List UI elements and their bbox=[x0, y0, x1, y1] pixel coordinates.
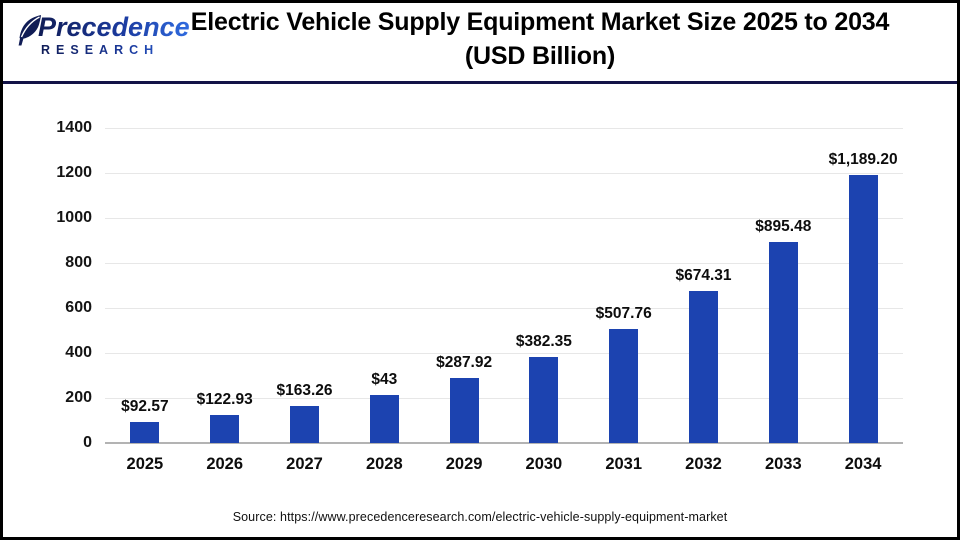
bar bbox=[369, 394, 399, 443]
chart-title: Electric Vehicle Supply Equipment Market… bbox=[130, 5, 950, 73]
bar bbox=[130, 422, 160, 443]
bar bbox=[529, 356, 559, 443]
gridline bbox=[105, 172, 903, 174]
x-tick-label: 2030 bbox=[525, 455, 563, 473]
y-tick-label: 1200 bbox=[56, 164, 92, 181]
gridline bbox=[105, 352, 903, 354]
bar-value-label: $507.76 bbox=[595, 304, 652, 322]
bar-value-label: $382.35 bbox=[515, 332, 572, 350]
gridline bbox=[105, 127, 903, 129]
x-tick-label: 2033 bbox=[764, 455, 802, 473]
y-tick-label: 0 bbox=[83, 434, 92, 451]
gridline bbox=[105, 307, 903, 309]
x-axis-line bbox=[105, 442, 903, 444]
x-tick-label: 2028 bbox=[365, 455, 403, 473]
x-tick-label: 2026 bbox=[206, 455, 244, 473]
bar bbox=[609, 328, 639, 443]
x-tick-label: 2027 bbox=[286, 455, 323, 473]
y-tick-label: 200 bbox=[65, 389, 92, 406]
bar bbox=[848, 175, 878, 443]
gridline bbox=[105, 217, 903, 219]
leaf-logo-icon bbox=[18, 15, 41, 46]
bar-value-label: $895.48 bbox=[755, 217, 812, 235]
source-text: Source: https://www.precedenceresearch.c… bbox=[232, 510, 728, 524]
chart-title-line1: Electric Vehicle Supply Equipment Market… bbox=[190, 8, 890, 36]
bar bbox=[449, 378, 479, 443]
header-divider bbox=[0, 81, 960, 84]
gridline bbox=[105, 262, 903, 264]
bar bbox=[290, 406, 319, 443]
y-tick-label: 800 bbox=[65, 254, 92, 271]
bar-value-label: $1,189.20 bbox=[828, 151, 898, 169]
brand-logo: Precedence RESEARCH bbox=[16, 12, 190, 57]
bar-value-label: $122.93 bbox=[196, 391, 253, 409]
x-tick-label: 2029 bbox=[445, 455, 483, 473]
chart-title-line2: (USD Billion) bbox=[464, 42, 616, 70]
bar-value-label: $43 bbox=[371, 370, 398, 388]
x-tick-label: 2031 bbox=[605, 455, 643, 473]
y-tick-label: 600 bbox=[65, 299, 92, 316]
x-tick-label: 2032 bbox=[685, 455, 722, 473]
bar-value-label: $287.92 bbox=[436, 354, 493, 372]
y-tick-label: 1400 bbox=[56, 119, 92, 136]
y-tick-label: 1000 bbox=[56, 209, 92, 226]
bar bbox=[689, 291, 718, 443]
x-tick-label: 2034 bbox=[844, 455, 882, 473]
brand-name: Precedence bbox=[38, 12, 190, 42]
bar-value-label: $92.57 bbox=[121, 398, 169, 416]
bar bbox=[768, 241, 798, 443]
bar bbox=[210, 415, 240, 443]
bar-value-label: $163.26 bbox=[276, 382, 333, 400]
brand-subtitle: RESEARCH bbox=[38, 43, 190, 57]
y-tick-label: 400 bbox=[65, 344, 92, 361]
gridline bbox=[105, 397, 903, 399]
bar-value-label: $674.31 bbox=[675, 267, 732, 285]
x-tick-label: 2025 bbox=[126, 455, 164, 473]
